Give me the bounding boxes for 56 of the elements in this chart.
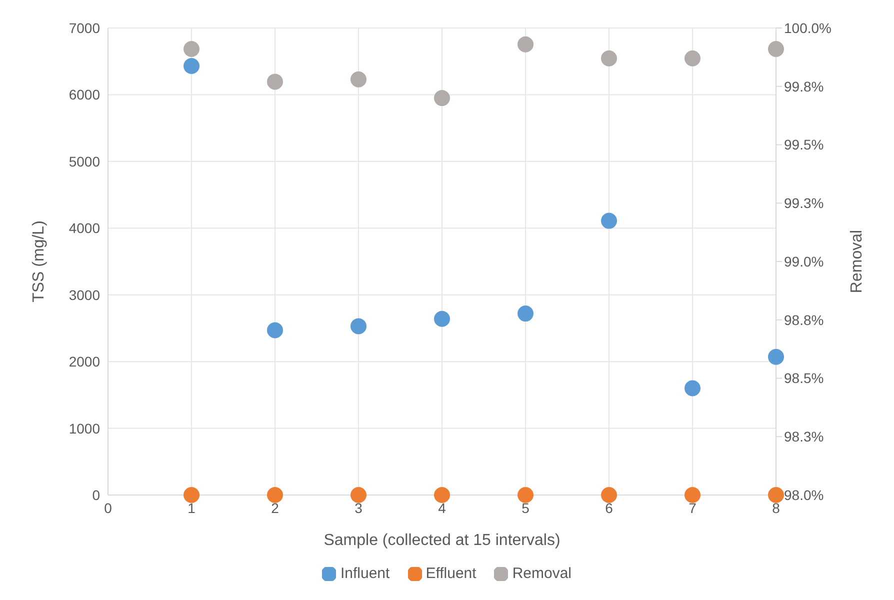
point: [768, 41, 784, 58]
point: [184, 487, 200, 503]
point: [684, 380, 700, 396]
y-tick-label: 0: [92, 486, 100, 503]
y2-tick-label: 98.0%: [784, 486, 824, 503]
point: [267, 487, 283, 503]
y2-tick-label: 99.8%: [784, 78, 824, 94]
x-tick-label: 8: [772, 500, 780, 516]
x-tick-label: 5: [522, 500, 530, 516]
point: [768, 348, 784, 365]
point: [601, 487, 617, 503]
y2-tick-label: 98.5%: [784, 370, 824, 386]
point: [768, 487, 784, 503]
point: [518, 36, 534, 52]
point: [350, 71, 366, 88]
y2-tick-label: 99.3%: [784, 195, 824, 212]
point: [684, 50, 700, 66]
y-tick-label: 1000: [68, 420, 100, 436]
y2-tick-label: 99.0%: [784, 253, 824, 270]
y2-tick-label: 100.0%: [784, 20, 832, 36]
y-tick-label: 7000: [68, 20, 100, 36]
y2-tick-label: 98.3%: [784, 428, 824, 445]
x-tick-label: 3: [354, 500, 363, 516]
point: [601, 50, 617, 66]
point: [684, 487, 700, 503]
legend-label: Removal: [512, 565, 572, 582]
point: [184, 41, 200, 58]
y-axis-title: TSS (mg/L): [30, 220, 48, 302]
x-tick-label: 7: [688, 500, 697, 516]
point: [434, 487, 450, 503]
legend-label: Effluent: [426, 565, 476, 582]
x-tick-label: 6: [605, 500, 614, 516]
y-tick-label: 6000: [68, 86, 100, 103]
y-tick-label: 2000: [68, 354, 100, 370]
y2-tick-label: 98.8%: [784, 312, 824, 328]
point: [350, 487, 366, 503]
point: [267, 322, 283, 338]
legend-label: Influent: [340, 565, 390, 582]
y-tick-label: 4000: [68, 220, 100, 236]
x-tick-label: 4: [438, 500, 446, 516]
y-tick-label: 5000: [68, 153, 100, 170]
point: [601, 212, 617, 229]
x-tick-label: 2: [271, 500, 280, 516]
point: [350, 318, 366, 334]
point: [518, 487, 534, 503]
x-axis-title: Sample (collected at 15 intervals): [324, 532, 560, 549]
x-tick-label: 0: [104, 500, 112, 516]
x-tick-label: 1: [188, 500, 196, 516]
point: [434, 310, 450, 327]
point: [267, 74, 283, 90]
point: [434, 90, 450, 106]
y2-axis-title: Removal: [848, 230, 866, 294]
point: [184, 58, 200, 74]
y-tick-label: 3000: [68, 286, 100, 303]
point: [518, 306, 534, 322]
y2-tick-label: 99.5%: [784, 136, 824, 153]
